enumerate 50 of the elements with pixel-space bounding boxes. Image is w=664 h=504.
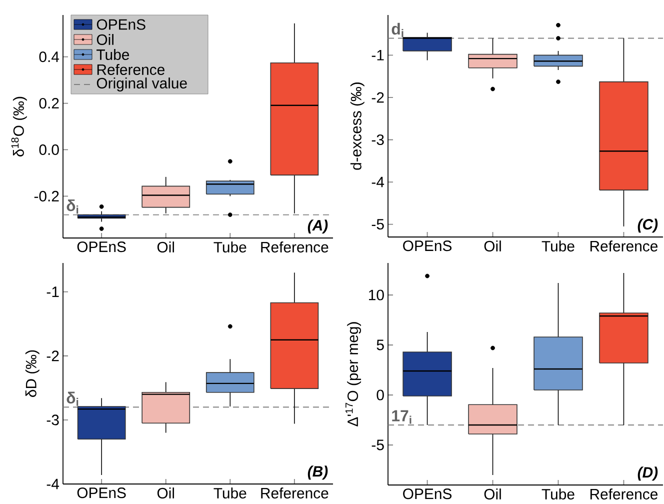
x-tick-label: Tube [214,488,246,498]
y-axis-title: δ$^{18}$O (‰) [11,96,27,156]
x-tick-label: Reference [590,488,658,500]
y-tick-label: 0.4 [39,52,60,62]
y-tick-label: -3 [46,414,59,426]
x-tick-label: Reference [261,242,328,252]
x-tick-label: Tube [542,240,574,252]
x-tick-label: Oil [484,488,501,500]
y-tick-label: 10 [369,290,384,300]
y-tick-label: 5 [376,340,384,350]
x-tick-label: Oil [484,240,501,252]
category-label: Oil [96,34,114,45]
y-tick-label: -5 [372,219,384,230]
category-label: Tube [96,49,130,60]
annotation: δ$_{i}$ [66,199,78,214]
y-tick-label: -0.2 [34,190,59,202]
annotation: δ$_{i}$ [66,392,78,406]
y-axis-title: δD (‰) [25,350,40,397]
x-tick-label: OPEnS [77,488,126,498]
y-tick-label: -4 [372,176,384,188]
x-tick-label: Reference [261,488,328,498]
y-tick-label: -2 [46,350,59,362]
legend-label: Original value [96,78,187,92]
annotation: 17$_{i}$ [392,410,412,424]
y-tick-label: 0 [376,390,384,400]
y-tick-label: -5 [372,440,384,450]
x-tick-label: OPEnS [77,242,126,252]
y-tick-label: 0.2 [39,98,59,109]
x-tick-label: OPEnS [403,488,452,500]
annotation: (A) [308,220,328,234]
y-tick-label: -2 [372,92,384,103]
x-tick-label: Tube [542,488,574,500]
y-tick-label: -1 [372,50,384,60]
y-tick-label: 0.0 [39,144,59,156]
y-tick-label: -4 [46,478,60,490]
x-tick-label: Tube [214,242,246,252]
y-tick-label: -1 [46,286,59,297]
category-label: OPEnS [96,19,146,30]
y-axis-title: Δ'$^{17}$O (per meg) [346,322,362,426]
annotation: (C) [638,218,658,233]
category-label: Reference [97,64,164,75]
annotation: (D) [638,466,658,481]
x-tick-label: Reference [590,240,658,252]
y-axis-title: d-excess (‰) [350,82,364,170]
annotation: (B) [308,466,328,480]
x-tick-label: OPEnS [403,240,452,252]
x-tick-label: Oil [157,242,174,252]
x-tick-label: Oil [157,488,174,498]
annotation: d$_{i}$ [392,22,404,38]
y-tick-label: -3 [372,134,384,146]
